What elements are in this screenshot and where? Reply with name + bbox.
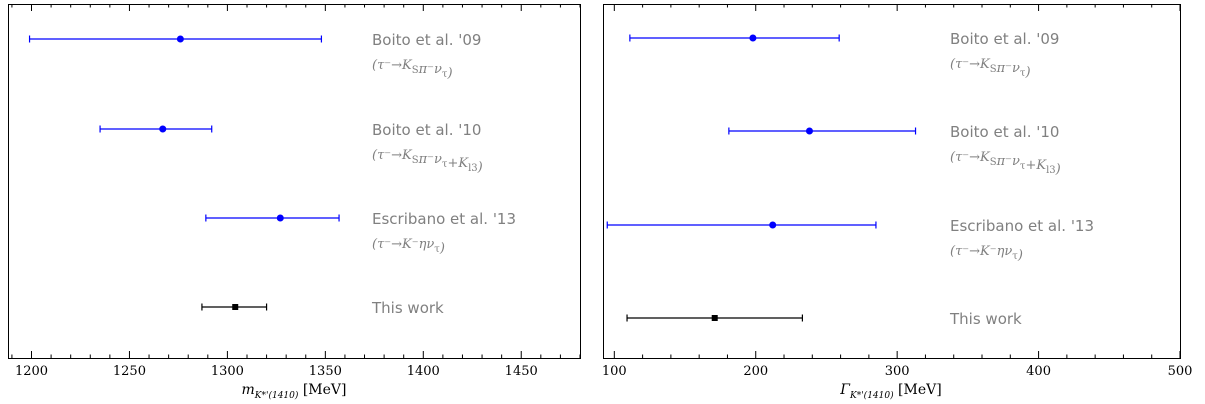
x-tick-label: 1200 [15,364,48,379]
x-tick-label: 100 [602,364,627,379]
measurement-row: This work [201,299,444,317]
measurement-row: Boito et al. '09 (τ⁻→KSπ⁻ντ) [629,30,1059,80]
row-author-label: Boito et al. '09 [372,31,481,49]
row-process-label: (τ⁻→K⁻ηντ) [950,244,1023,263]
data-point-square [711,315,718,321]
x-tick-label: 1250 [113,364,146,379]
row-author-label: Escribano et al. '13 [372,210,516,228]
measurement-row: Boito et al. '09 (τ⁻→KSπ⁻ντ) [28,31,481,81]
plot-frame [8,4,581,359]
measurement-row: This work [626,310,1022,328]
data-point [159,125,167,133]
x-tick-label: 1450 [505,364,538,379]
row-process-label: (τ⁻→KSπ⁻ντ+Kl3) [372,148,483,175]
row-author-label: This work [949,310,1022,328]
x-axis-label: mK*'(1410) [MeV] [241,382,346,401]
data-point [805,127,813,135]
x-tick-label: 500 [1168,364,1193,379]
row-process-label: (τ⁻→KSπ⁻ντ+Kl3) [950,150,1061,177]
data-point [769,221,777,229]
row-author-label: Boito et al. '09 [950,30,1059,48]
data-point [749,34,757,42]
plot-frame [603,4,1181,359]
panel-width: 100 200 300 400 500 ΓK*'(1410) [MeV] Boito et … [602,4,1193,401]
x-tick-label: 1350 [309,364,342,379]
row-process-label: (τ⁻→K⁻ηντ) [372,237,445,256]
row-author-label: Escribano et al. '13 [950,217,1094,235]
measurement-row: Boito et al. '10 (τ⁻→KSπ⁻ντ+Kl3) [99,121,483,175]
x-tick-label: 1300 [211,364,244,379]
row-process-label: (τ⁻→KSπ⁻ντ) [950,57,1031,80]
data-point-square [232,304,239,310]
data-point [176,35,184,43]
x-tick-label: 400 [1026,364,1051,379]
x-axis-label: ΓK*'(1410) [MeV] [839,382,941,401]
measurement-row: Boito et al. '10 (τ⁻→KSπ⁻ντ+Kl3) [728,123,1061,177]
row-author-label: Boito et al. '10 [950,123,1059,141]
x-tick-label: 1400 [407,364,440,379]
row-author-label: This work [371,299,444,317]
row-process-label: (τ⁻→KSπ⁻ντ) [372,58,453,81]
x-tick-label: 200 [743,364,768,379]
data-point [276,214,284,222]
row-author-label: Boito et al. '10 [372,121,481,139]
measurement-row: Escribano et al. '13 (τ⁻→K⁻ηντ) [606,217,1094,263]
panel-mass: 1200 1250 1300 1350 1400 1450 mK*'(1410) [MeV]… [8,4,581,401]
measurement-row: Escribano et al. '13 (τ⁻→K⁻ηντ) [205,210,516,256]
x-tick-label: 300 [885,364,910,379]
